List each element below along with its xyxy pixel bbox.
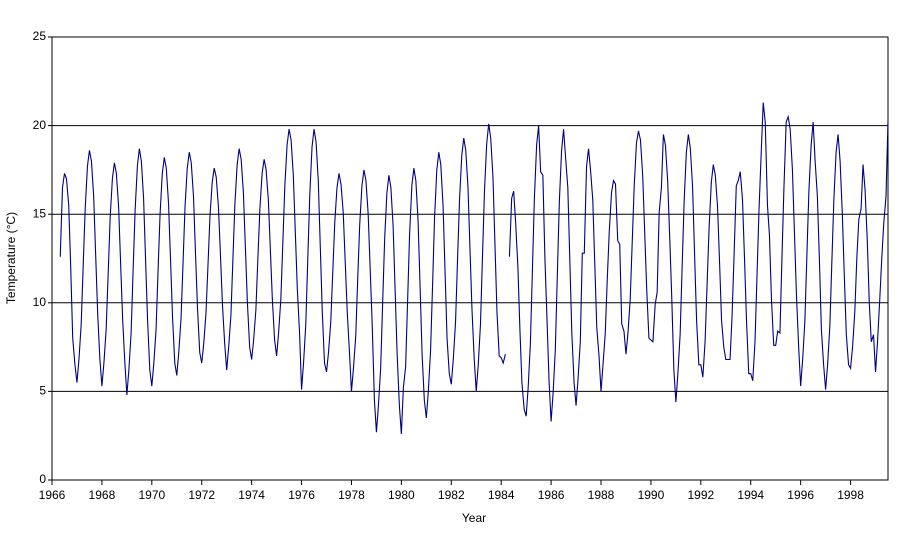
x-tick-label: 1986 — [538, 488, 565, 502]
y-tick-label: 25 — [33, 29, 47, 43]
x-tick-label: 1968 — [89, 488, 116, 502]
x-tick-label: 1970 — [138, 488, 165, 502]
x-axis-label: Year — [462, 511, 486, 525]
y-tick-label: 20 — [33, 118, 47, 132]
x-tick-label: 1992 — [687, 488, 714, 502]
x-tick-label: 1988 — [588, 488, 615, 502]
y-tick-label: 5 — [39, 384, 46, 398]
x-tick-label: 1994 — [737, 488, 764, 502]
y-tick-label: 10 — [33, 295, 47, 309]
plot-frame — [51, 36, 889, 481]
x-tick-label: 1972 — [188, 488, 215, 502]
x-tick-label: 1978 — [338, 488, 365, 502]
x-tick-label: 1966 — [39, 488, 66, 502]
x-tick-label: 1974 — [238, 488, 265, 502]
y-axis-label: Temperature (°C) — [4, 212, 18, 304]
x-tick-label: 1998 — [837, 488, 864, 502]
x-tick-label: 1996 — [787, 488, 814, 502]
data-line — [59, 102, 889, 434]
x-tick-label: 1990 — [638, 488, 665, 502]
x-tick-label: 1976 — [288, 488, 315, 502]
y-tick-label: 15 — [33, 206, 47, 220]
y-tick-label: 0 — [39, 472, 46, 486]
x-tick-label: 1984 — [488, 488, 515, 502]
x-tick-label: 1980 — [388, 488, 415, 502]
x-tick-label: 1982 — [438, 488, 465, 502]
